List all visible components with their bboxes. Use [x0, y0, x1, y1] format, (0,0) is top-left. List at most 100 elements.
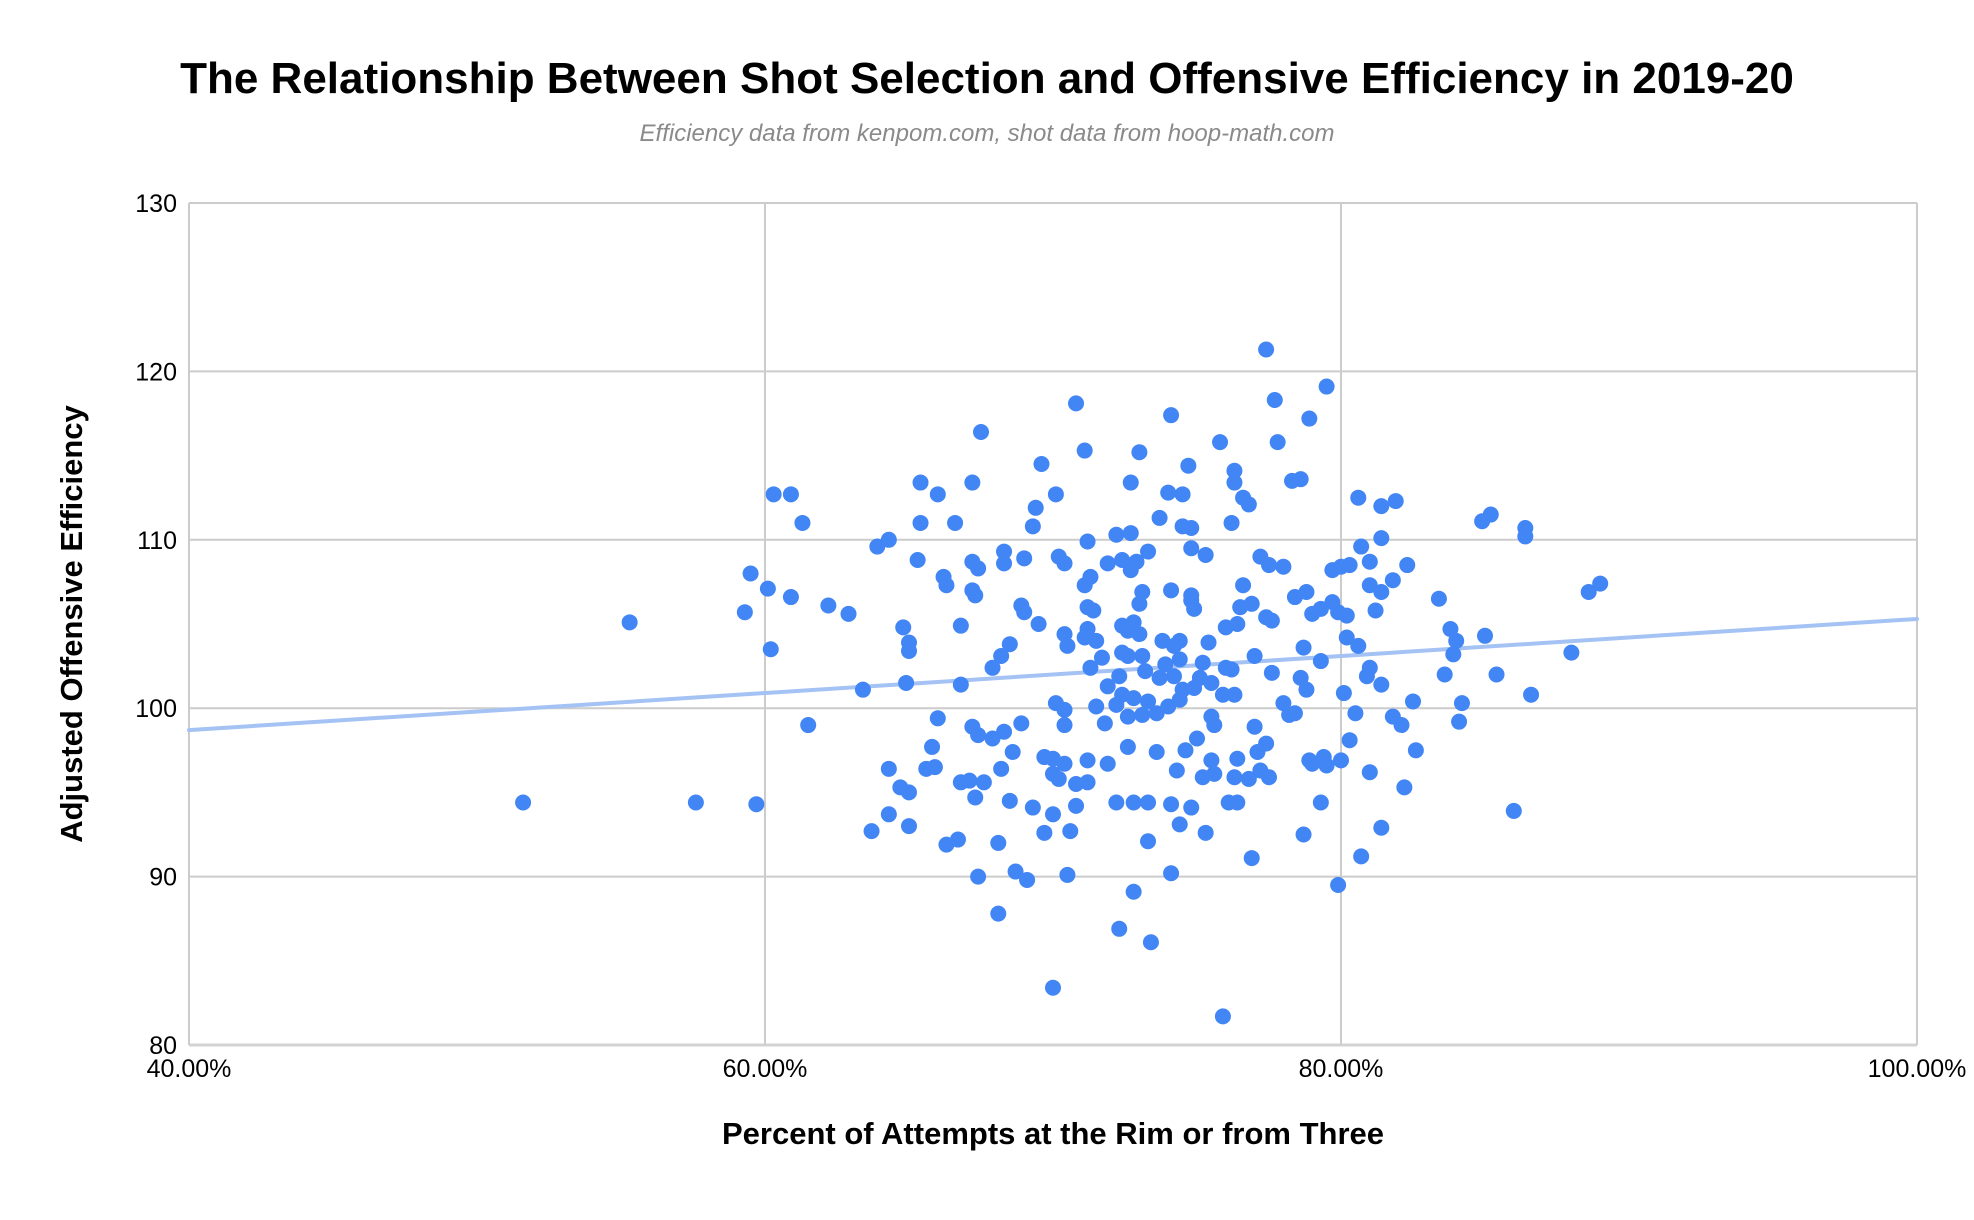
- data-point: [1304, 755, 1321, 772]
- data-point: [794, 514, 811, 531]
- data-point: [1059, 637, 1076, 654]
- data-point: [1240, 496, 1257, 513]
- data-point: [1214, 1008, 1231, 1025]
- data-point: [1171, 651, 1188, 668]
- data-point: [990, 834, 1007, 851]
- data-point: [970, 868, 987, 885]
- data-point: [1131, 444, 1148, 461]
- data-point: [1125, 690, 1142, 707]
- data-point: [895, 619, 912, 636]
- data-point: [947, 514, 964, 531]
- data-point: [1295, 826, 1312, 843]
- data-point: [1036, 824, 1053, 841]
- data-point: [1134, 647, 1151, 664]
- data-point: [1056, 755, 1073, 772]
- data-point: [1361, 553, 1378, 570]
- data-point: [1171, 632, 1188, 649]
- x-tick-label: 40.00%: [147, 1055, 232, 1083]
- data-point: [1082, 568, 1099, 585]
- data-point: [1030, 616, 1047, 632]
- data-point: [1312, 600, 1329, 617]
- data-point: [1140, 543, 1157, 560]
- data-point: [1137, 663, 1154, 680]
- data-point: [1203, 674, 1220, 691]
- data-point: [1056, 701, 1073, 718]
- data-point: [924, 738, 941, 755]
- data-point: [1312, 653, 1329, 670]
- data-point: [1226, 686, 1243, 703]
- data-point: [1399, 557, 1416, 574]
- data-point: [901, 784, 917, 801]
- data-point: [1212, 434, 1229, 451]
- data-point: [1341, 732, 1358, 749]
- data-point: [996, 543, 1013, 560]
- data-point: [1387, 493, 1404, 510]
- data-point: [1275, 558, 1292, 575]
- data-point: [952, 676, 969, 693]
- data-point: [880, 531, 897, 548]
- data-point: [1045, 979, 1061, 996]
- data-point: [1122, 525, 1139, 542]
- data-point: [1592, 575, 1609, 592]
- data-point: [1082, 659, 1099, 676]
- chart-title: The Relationship Between Shot Selection …: [180, 54, 1794, 103]
- data-point: [1373, 498, 1390, 515]
- data-point: [782, 486, 799, 503]
- data-point: [1079, 752, 1096, 769]
- data-point: [1140, 833, 1157, 850]
- data-point: [1318, 757, 1335, 774]
- data-point: [1197, 546, 1214, 563]
- data-point: [938, 577, 955, 594]
- data-point: [1180, 457, 1197, 474]
- data-point: [984, 730, 1001, 747]
- data-point: [1312, 794, 1329, 811]
- data-point: [1301, 410, 1318, 427]
- data-point: [1013, 715, 1030, 732]
- data-point: [964, 474, 981, 491]
- data-point: [970, 727, 987, 744]
- y-tick-label: 130: [135, 190, 177, 218]
- data-point: [1286, 705, 1303, 722]
- data-point: [1157, 656, 1174, 673]
- data-point: [1197, 824, 1214, 841]
- data-point: [993, 760, 1010, 777]
- data-point: [1007, 863, 1024, 880]
- data-point: [1183, 799, 1200, 816]
- data-point: [1088, 698, 1105, 715]
- data-point: [1206, 717, 1223, 734]
- data-point: [1047, 486, 1064, 503]
- data-point: [1330, 877, 1347, 894]
- data-point: [1119, 647, 1136, 664]
- data-point: [973, 424, 989, 441]
- data-point: [1160, 484, 1177, 501]
- data-point: [1165, 668, 1182, 685]
- data-point: [1174, 486, 1191, 503]
- data-point: [1134, 584, 1151, 601]
- data-point: [1298, 584, 1315, 601]
- data-point: [1163, 796, 1180, 813]
- data-point: [1523, 686, 1540, 703]
- y-tick-label: 100: [135, 695, 177, 723]
- data-point: [1407, 742, 1424, 759]
- data-point: [1088, 632, 1105, 649]
- data-point: [1223, 514, 1240, 531]
- data-point: [1350, 489, 1367, 506]
- data-point: [1243, 850, 1260, 867]
- data-point: [970, 560, 987, 577]
- data-point: [1125, 794, 1142, 811]
- data-point: [1122, 474, 1139, 491]
- data-point: [1119, 738, 1136, 755]
- data-point: [1056, 555, 1073, 572]
- data-point: [687, 794, 704, 811]
- data-point: [1373, 819, 1390, 836]
- data-point: [765, 486, 782, 503]
- data-point: [1151, 509, 1168, 526]
- data-point: [975, 774, 992, 791]
- data-point: [1361, 764, 1378, 781]
- chart-subtitle: Efficiency data from kenpom.com, shot da…: [639, 120, 1335, 147]
- data-point: [869, 538, 886, 555]
- data-point: [1125, 883, 1142, 900]
- data-point: [1229, 750, 1246, 767]
